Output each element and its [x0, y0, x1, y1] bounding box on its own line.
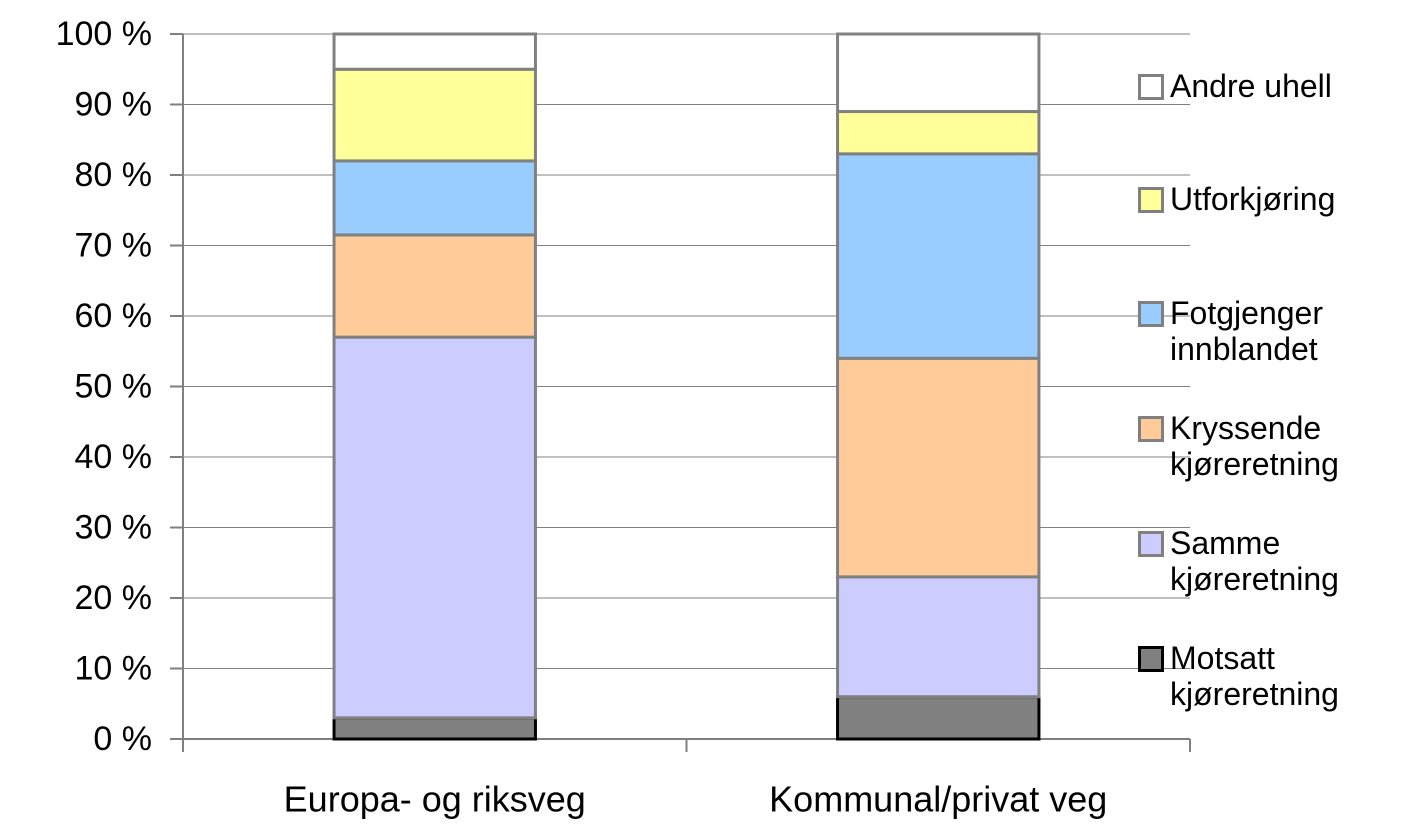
- legend-label: Motsatt kjøreretning: [1170, 640, 1339, 712]
- legend-entry: Utforkjøring: [1138, 181, 1406, 217]
- bar-segment: [332, 67, 537, 163]
- bar-segment: [332, 716, 537, 741]
- bar-segment: [836, 695, 1041, 741]
- legend-label: Andre uhell: [1170, 68, 1332, 104]
- y-tick-label: 80 %: [75, 156, 153, 194]
- bar-segment: [836, 356, 1041, 579]
- legend-swatch: [1138, 74, 1164, 100]
- legend-label: Utforkjøring: [1170, 181, 1336, 217]
- bar-segment: [332, 335, 537, 720]
- legend-entry: Samme kjøreretning: [1138, 525, 1406, 597]
- y-tick-label: 50 %: [75, 367, 153, 405]
- x-tick-label: Europa- og riksveg: [284, 779, 586, 820]
- bar-segment: [836, 110, 1041, 156]
- bar-segment: [836, 32, 1041, 114]
- x-tick-label: Kommunal/privat veg: [769, 779, 1107, 820]
- legend-entry: Kryssende kjøreretning: [1138, 410, 1406, 482]
- y-tick-label: 40 %: [75, 438, 153, 476]
- y-tick-label: 100 %: [56, 15, 152, 53]
- bar-segment: [836, 575, 1041, 699]
- legend-entry: Fotgjenger innblandet: [1138, 295, 1406, 367]
- legend-entry: Andre uhell: [1138, 68, 1406, 104]
- legend-swatch: [1138, 646, 1164, 672]
- y-tick-label: 60 %: [75, 297, 153, 335]
- bar-segment: [332, 233, 537, 339]
- y-tick-label: 10 %: [75, 649, 153, 687]
- legend-swatch: [1138, 187, 1164, 213]
- bar-segment: [332, 32, 537, 71]
- y-tick-label: 90 %: [75, 85, 153, 123]
- y-tick-label: 30 %: [75, 508, 153, 546]
- legend-entry: Motsatt kjøreretning: [1138, 640, 1406, 712]
- legend-swatch: [1138, 531, 1164, 557]
- bar-segment: [332, 159, 537, 237]
- legend-label: Kryssende kjøreretning: [1170, 410, 1339, 482]
- y-tick-label: 20 %: [75, 579, 153, 617]
- y-tick-label: 70 %: [75, 226, 153, 264]
- legend-label: Samme kjøreretning: [1170, 525, 1339, 597]
- y-tick-label: 0 %: [93, 720, 152, 758]
- legend-label: Fotgjenger innblandet: [1170, 295, 1323, 367]
- bar-segment: [836, 152, 1041, 360]
- legend-swatch: [1138, 301, 1164, 327]
- legend-swatch: [1138, 416, 1164, 442]
